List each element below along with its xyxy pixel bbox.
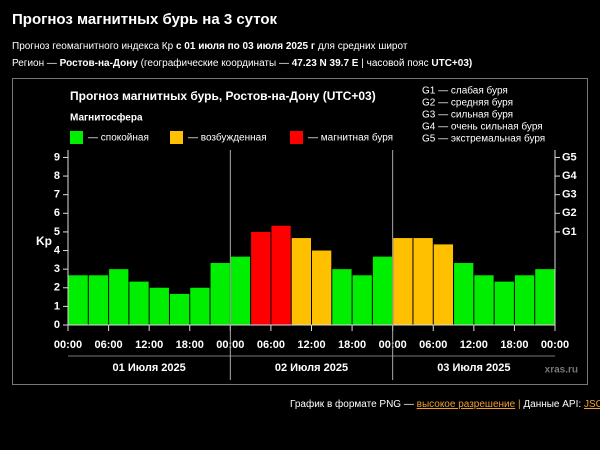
subtitle-2: Регион — Ростов-на-Дону (географические … [12, 57, 472, 69]
link[interactable]: высокое разрешение [417, 399, 516, 410]
x-tick-label: 12:00 [297, 339, 325, 351]
x-tick-label: 00:00 [54, 339, 82, 351]
day-label: 03 Июля 2025 [437, 362, 510, 374]
text: UTC+03) [431, 58, 472, 69]
chart-title: Прогноз магнитных бурь, Ростов-на-Дону (… [70, 89, 376, 103]
bar [88, 275, 109, 325]
bar [535, 269, 555, 325]
x-tick-label: 12:00 [460, 339, 488, 351]
x-tick-label: 06:00 [419, 339, 447, 351]
bar [149, 287, 169, 325]
storm-note: G5 — экстремальная буря [422, 133, 545, 145]
chart-frame [12, 78, 588, 385]
legend-label: — возбужденная [188, 132, 267, 144]
bar [190, 287, 210, 325]
chart-subtitle: Магнитосфера [70, 112, 143, 124]
bar [109, 269, 129, 325]
text: (географические координаты — [141, 57, 289, 69]
bar [352, 275, 372, 325]
legend-label: — магнитная буря [308, 132, 393, 144]
x-tick-label: 06:00 [257, 339, 285, 351]
bar [129, 281, 149, 325]
text: Прогноз геомагнитного индекса Кр [12, 41, 174, 52]
y-tick-label: 4 [54, 244, 61, 256]
storm-note: G2 — средняя буря [422, 97, 513, 109]
watermark: xras.ru [545, 365, 578, 376]
day-label: 01 Июля 2025 [113, 362, 186, 374]
storm-note: G3 — сильная буря [422, 109, 513, 121]
x-tick-label: 18:00 [500, 339, 528, 351]
text: 47.23 N 39.7 E [292, 58, 359, 69]
storm-note: G4 — очень сильная буря [422, 121, 543, 133]
bar [393, 238, 413, 325]
y-tick-label: 7 [54, 189, 60, 201]
bar [332, 269, 352, 325]
y-tick-label: 5 [54, 226, 60, 238]
bar [454, 263, 474, 325]
x-tick-label: 06:00 [95, 339, 123, 351]
x-tick-label: 00:00 [541, 339, 569, 351]
y-tick-label: 1 [54, 300, 60, 312]
bar [514, 275, 535, 325]
bar [169, 293, 190, 325]
legend-swatch [70, 131, 83, 144]
legend-swatch [290, 131, 303, 144]
y2-tick-label: G5 [562, 151, 577, 163]
text: Данные API: [523, 399, 581, 410]
bar [372, 256, 393, 325]
text: | часовой пояс [361, 58, 428, 69]
legend-swatch [170, 131, 183, 144]
page-title: Прогноз магнитных бурь на 3 суток [12, 11, 278, 28]
x-tick-label: 18:00 [176, 339, 204, 351]
bar [433, 244, 454, 325]
y-tick-label: 3 [54, 263, 60, 275]
bar [251, 231, 271, 325]
text: для средних широт [318, 41, 408, 52]
y-axis-label: Kp [36, 234, 52, 248]
link[interactable]: JSON [584, 399, 600, 410]
legend-label: — спокойная [88, 133, 149, 144]
subtitle-1: Прогноз геомагнитного индекса Кр с 01 ию… [12, 41, 408, 52]
x-tick-label: 12:00 [135, 339, 163, 351]
y-tick-label: 9 [54, 151, 60, 163]
bar [271, 225, 291, 325]
separator: | [518, 399, 521, 410]
text: Регион — [12, 58, 57, 69]
y2-tick-label: G2 [562, 207, 577, 219]
bar [494, 281, 514, 325]
day-label: 02 Июля 2025 [275, 362, 348, 374]
text: Ростов-на-Дону [60, 58, 139, 69]
bar [230, 256, 251, 325]
y-tick-label: 8 [54, 170, 60, 182]
y-tick-label: 0 [54, 319, 60, 331]
bar [413, 238, 433, 325]
storm-note: G1 — слабая буря [422, 85, 508, 97]
y2-tick-label: G3 [562, 189, 577, 201]
bar [312, 250, 332, 325]
bar [291, 238, 311, 325]
bar [68, 275, 88, 325]
y2-tick-label: G4 [562, 170, 578, 182]
y-tick-label: 6 [54, 207, 60, 219]
y2-tick-label: G1 [562, 226, 577, 238]
bar [210, 263, 230, 325]
bar [474, 275, 494, 325]
text: График в формате PNG — [290, 398, 414, 410]
x-tick-label: 18:00 [338, 339, 366, 351]
y-tick-label: 2 [54, 282, 60, 294]
text: с 01 июля по 03 июля 2025 г [176, 41, 315, 52]
footer: График в формате PNG — высокое разрешени… [290, 398, 600, 410]
